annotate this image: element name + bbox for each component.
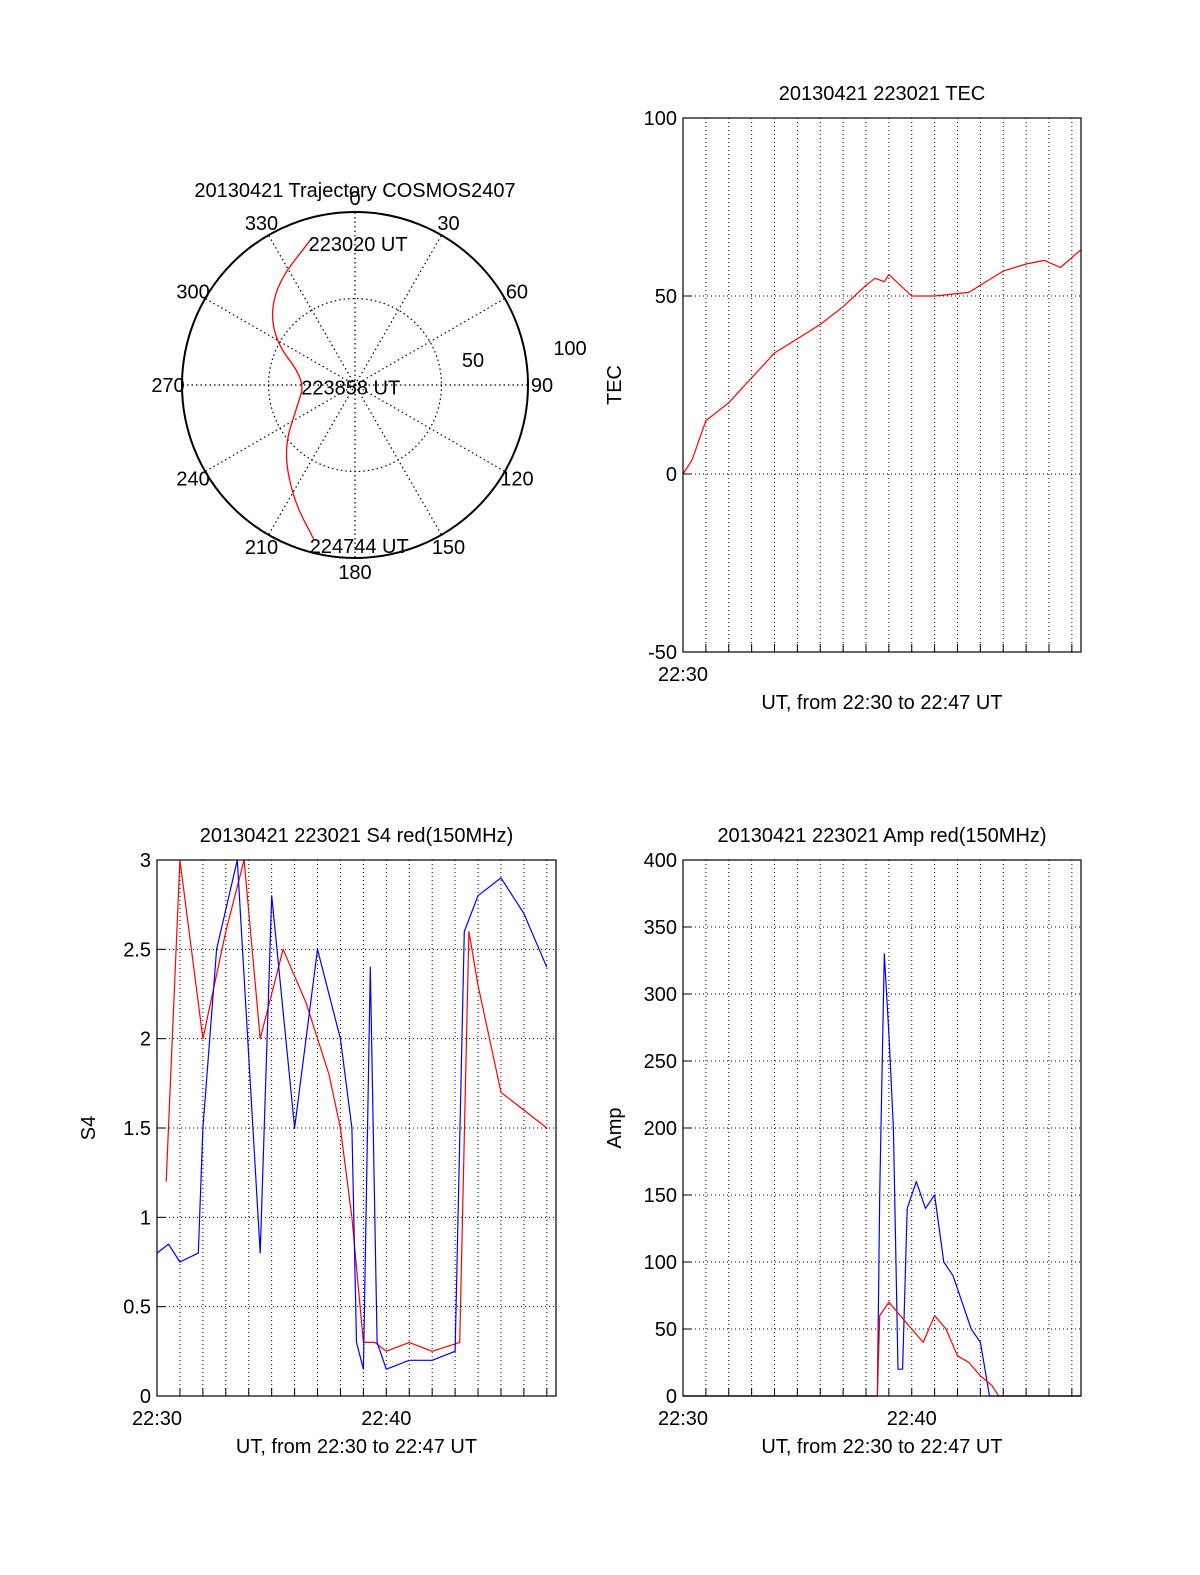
y-tick-label: 200 xyxy=(644,1118,677,1140)
y-tick-label: 0 xyxy=(140,1386,151,1408)
polar-angle-label: 150 xyxy=(432,537,465,559)
polar-spoke xyxy=(354,384,506,473)
line-chart: -50 0 50 100 22:30 20130421 223021 TEC UT, fro… xyxy=(604,83,1082,714)
polar-radius-label: 100 xyxy=(553,338,586,360)
y-tick-label: 1.5 xyxy=(123,1118,151,1140)
polar-angle-label: 90 xyxy=(531,375,553,397)
y-tick-label: 1 xyxy=(140,1207,151,1229)
polar-spoke xyxy=(204,384,356,473)
y-tick-label: 0.5 xyxy=(123,1297,151,1319)
x-tick-label: 22:40 xyxy=(887,1408,937,1430)
polar-angle-label: 60 xyxy=(506,282,528,304)
x-axis-label: UT, from 22:30 to 22:47 UT xyxy=(761,692,1002,714)
polar-spoke xyxy=(204,297,356,386)
plot-frame xyxy=(156,859,557,1397)
polar-angle-label: 300 xyxy=(176,282,209,304)
y-axis-label: S4 xyxy=(78,1116,100,1140)
polar-angle-label: 240 xyxy=(176,469,209,491)
y-tick-label: 50 xyxy=(655,1319,677,1341)
y-tick-label: 0 xyxy=(666,464,677,486)
chart-title: 20130421 223021 TEC xyxy=(779,83,985,105)
polar-angle-label: 120 xyxy=(500,469,533,491)
polar-spoke xyxy=(267,384,356,536)
polar-angle-label: 270 xyxy=(151,375,184,397)
line-chart: 0 0.5 1 1.5 2 2.5 3 22:30 22:40 20130421 223021 S… xyxy=(78,825,557,1458)
y-tick-label: 350 xyxy=(644,917,677,939)
polar-angle-label: 210 xyxy=(245,537,278,559)
y-axis-label: TEC xyxy=(604,365,626,405)
polar-spoke xyxy=(354,234,443,386)
y-axis-label: Amp xyxy=(604,1107,626,1148)
y-tick-label: 100 xyxy=(644,1252,677,1274)
polar-angle-label: 0 xyxy=(349,188,360,210)
plot-frame xyxy=(682,117,1082,653)
chart-title: 20130421 Trajectory COSMOS2407 xyxy=(194,180,515,202)
trajectory-time-label: 223858 UT xyxy=(301,378,400,400)
x-tick-label: 22:40 xyxy=(361,1408,411,1430)
y-tick-label: 2 xyxy=(140,1029,151,1051)
y-tick-label: 2.5 xyxy=(123,939,151,961)
y-tick-label: 3 xyxy=(140,850,151,872)
polar-spoke xyxy=(354,384,443,536)
polar-spoke xyxy=(354,297,506,386)
y-tick-label: -50 xyxy=(648,642,677,664)
polar-spoke xyxy=(267,234,356,386)
y-tick-label: 0 xyxy=(666,1386,677,1408)
polar-angle-label: 30 xyxy=(437,213,459,235)
polar-chart: 0 30 60 90 120 150 180 210 240 270 300 330 50 100 2013… xyxy=(151,180,586,584)
x-axis-label: UT, from 22:30 to 22:47 UT xyxy=(761,1436,1002,1458)
polar-outer-circle xyxy=(181,211,529,559)
y-tick-label: 250 xyxy=(644,1051,677,1073)
polar-angle-label: 330 xyxy=(245,213,278,235)
y-tick-label: 400 xyxy=(644,850,677,872)
series-line xyxy=(683,1301,1081,1397)
polar-angle-label: 180 xyxy=(338,562,371,584)
y-tick-label: 100 xyxy=(644,108,677,130)
series-line xyxy=(682,249,1082,475)
trajectory-time-label: 223020 UT xyxy=(309,234,408,256)
x-axis-label: UT, from 22:30 to 22:47 UT xyxy=(236,1436,477,1458)
x-tick-label: 22:30 xyxy=(658,1408,708,1430)
line-chart: 0 50 100 150 200 250 300 350 400 22:30 22:40 201304… xyxy=(604,825,1082,1458)
y-tick-label: 300 xyxy=(644,984,677,1006)
y-tick-label: 50 xyxy=(655,286,677,308)
plot-frame xyxy=(682,859,1082,1397)
series-line xyxy=(683,953,1081,1397)
series-line xyxy=(156,859,548,1370)
polar-radius-label: 50 xyxy=(462,350,484,372)
trajectory-time-label: 224744 UT xyxy=(310,536,409,558)
series-line xyxy=(165,859,548,1352)
chart-title: 20130421 223021 S4 red(150MHz) xyxy=(200,825,514,847)
x-tick-label: 22:30 xyxy=(132,1408,182,1430)
trajectory-line xyxy=(271,236,315,540)
chart-title: 20130421 223021 Amp red(150MHz) xyxy=(717,825,1046,847)
x-tick-label: 22:30 xyxy=(658,664,708,686)
y-tick-label: 150 xyxy=(644,1185,677,1207)
